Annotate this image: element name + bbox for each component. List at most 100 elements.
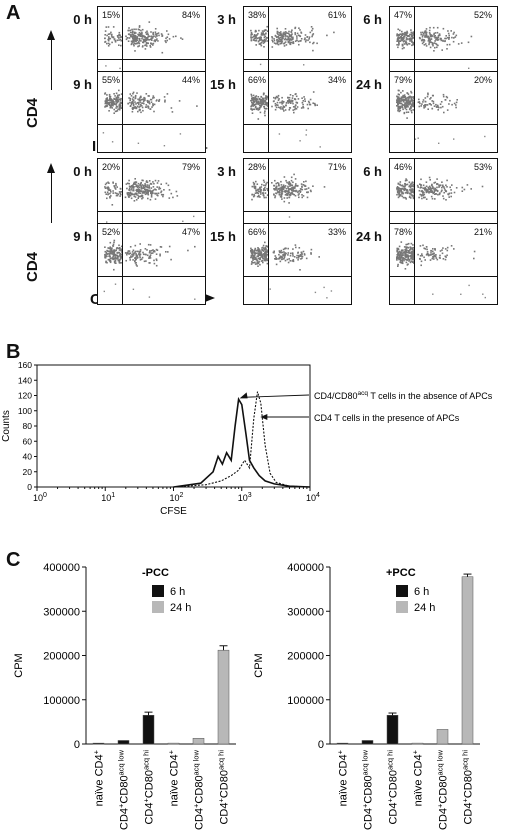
pct-right: 53%	[473, 162, 492, 172]
fcs-time-label: 3 h	[217, 12, 236, 27]
bar	[336, 742, 349, 745]
pct-left: 79%	[394, 75, 413, 85]
legend-label-24h: 24 h	[414, 602, 435, 614]
quadrant-vertical	[268, 7, 269, 87]
fcs-plot: 79% 20%	[389, 71, 498, 153]
category-label: CD4+CD80acq hi	[386, 750, 400, 825]
quadrant-horizontal	[98, 124, 205, 125]
bar-ylabel: CPM	[13, 653, 25, 677]
category-label: CD4+CD80acq hi	[461, 750, 475, 825]
bar-ylabel: CPM	[253, 653, 265, 677]
fcs-plot: 78% 21%	[389, 223, 498, 305]
category-label: CD4+CD80acq low	[436, 749, 450, 830]
category-label: naïve CD4+	[92, 749, 106, 806]
pct-right: 71%	[327, 162, 346, 172]
quadrant-horizontal	[244, 276, 351, 277]
quadrant-vertical	[268, 159, 269, 239]
quadrant-vertical	[122, 72, 123, 152]
histogram-series	[173, 391, 311, 488]
cd4-label-1: CD4	[24, 97, 41, 128]
bar-y-tick-label: 300000	[287, 606, 324, 618]
bar-y-tick-label: 400000	[43, 562, 80, 574]
x-tick-label: 100	[33, 492, 47, 503]
pct-left: 20%	[102, 162, 121, 172]
quadrant-horizontal	[244, 59, 351, 60]
y-tick-label: 160	[18, 360, 32, 370]
fcs-dots	[250, 241, 333, 299]
bar	[142, 714, 155, 745]
pct-left: 78%	[394, 227, 413, 237]
fcs-dots	[104, 178, 195, 234]
bar-y-tick-label: 100000	[43, 695, 80, 707]
pct-right: 79%	[181, 162, 200, 172]
category-label: CD4+CD80acq hi	[217, 750, 231, 825]
panel-a-letter: A	[6, 2, 21, 24]
cd4-arrow-2-head	[47, 163, 55, 173]
quadrant-horizontal	[244, 211, 351, 212]
histogram-xlabel: CFSE	[160, 506, 187, 517]
bar	[117, 740, 130, 745]
quadrant-vertical	[414, 7, 415, 87]
pct-left: 15%	[102, 10, 121, 20]
pct-left: 47%	[394, 10, 413, 20]
y-tick-label: 100	[18, 406, 32, 416]
pct-left: 66%	[248, 227, 267, 237]
fcs-dots	[396, 89, 486, 144]
quadrant-vertical	[122, 159, 123, 239]
pct-left: 66%	[248, 75, 267, 85]
category-label: CD4+CD80acq low	[192, 749, 206, 830]
y-tick-label: 80	[23, 421, 33, 431]
legend-label-6h: 6 h	[414, 586, 429, 598]
annotation-arrow-1	[242, 394, 310, 398]
quadrant-vertical	[414, 72, 415, 152]
legend-label-6h: 6 h	[170, 586, 185, 598]
fcs-time-label: 0 h	[73, 12, 92, 27]
bar	[192, 737, 205, 745]
fcs-plot: 55% 44%	[97, 71, 206, 153]
fcs-time-label: 9 h	[73, 229, 92, 244]
legend-swatch-24h	[152, 601, 164, 613]
category-label: naïve CD4+	[411, 749, 425, 806]
panel-c-letter: C	[6, 549, 21, 571]
fcs-time-label: 24 h	[355, 77, 382, 92]
bar	[167, 742, 180, 745]
bar-y-tick-label: 400000	[287, 562, 324, 574]
bar-y-tick-label: 100000	[287, 695, 324, 707]
panel-b-letter: B	[6, 341, 21, 363]
fcs-time-label: 15 h	[209, 77, 236, 92]
bar-y-tick-label: 0	[318, 739, 324, 751]
y-tick-label: 20	[23, 467, 33, 477]
fcs-plot: 66% 34%	[243, 71, 352, 153]
x-tick-label: 102	[170, 492, 184, 503]
x-tick-label: 103	[238, 492, 252, 503]
quadrant-vertical	[268, 72, 269, 152]
fcs-time-label: 0 h	[73, 164, 92, 179]
fcs-dots	[103, 239, 196, 300]
quadrant-horizontal	[390, 211, 497, 212]
quadrant-horizontal	[244, 124, 351, 125]
bar	[461, 576, 474, 745]
bar	[361, 740, 374, 745]
cfse-histogram: 0 20 40 60 80 100 120 140 160 100 101 102 103 104 Coun…	[1, 360, 493, 517]
pct-left: 46%	[394, 162, 413, 172]
fcs-time-label: 6 h	[363, 164, 382, 179]
quadrant-vertical	[414, 224, 415, 304]
cd4-label-2: CD4	[24, 251, 41, 282]
legend-swatch-24h	[396, 601, 408, 613]
fcs-dots	[396, 176, 484, 232]
pct-right: 21%	[473, 227, 492, 237]
quadrant-vertical	[122, 7, 123, 87]
y-tick-label: 140	[18, 375, 32, 385]
fcs-dots	[396, 26, 481, 79]
annotation-2: CD4 T cells in the presence of APCs	[314, 413, 460, 423]
histogram-ylabel: Counts	[1, 410, 12, 442]
pct-left: 52%	[102, 227, 121, 237]
quadrant-horizontal	[390, 59, 497, 60]
fcs-plot: 52% 47%	[97, 223, 206, 305]
legend-label-24h: 24 h	[170, 602, 191, 614]
pct-right: 33%	[327, 227, 346, 237]
histogram-series	[173, 396, 311, 488]
cd4-arrow-1-head	[47, 30, 55, 40]
fcs-dots	[102, 89, 198, 147]
